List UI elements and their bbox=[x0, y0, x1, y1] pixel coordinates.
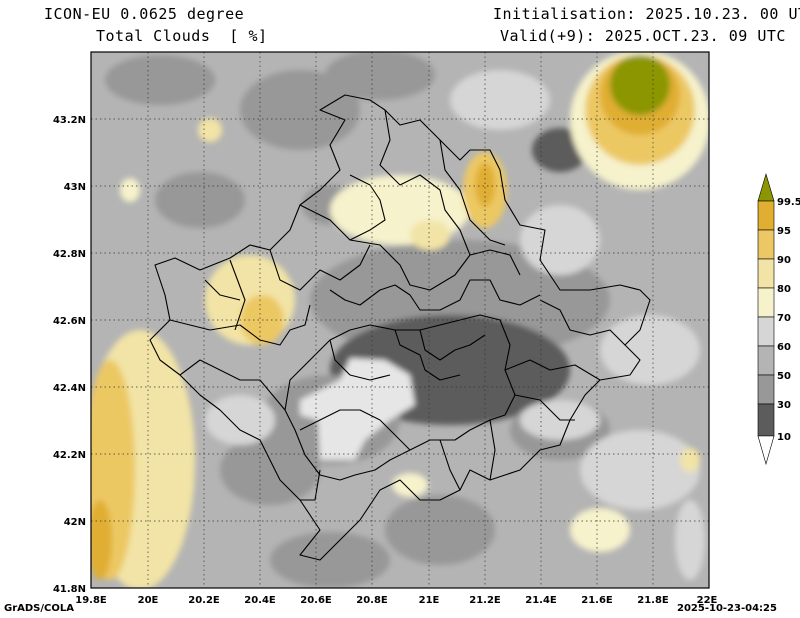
lat-tick-label: 42.2N bbox=[53, 450, 86, 461]
colorbar-swatch-30 bbox=[757, 403, 775, 437]
lon-tick-label: 21E bbox=[419, 595, 440, 606]
map-frame bbox=[90, 51, 710, 589]
country-boundaries bbox=[149, 94, 651, 561]
lat-tick-label: 41.8N bbox=[53, 584, 86, 595]
colorbar-swatch-99-5 bbox=[757, 200, 775, 231]
colorbar-label: 95 bbox=[777, 226, 791, 237]
lat-tick-label: 42.4N bbox=[53, 383, 86, 394]
lon-tick-label: 20.2E bbox=[188, 595, 220, 606]
colorbar-above-triangle bbox=[757, 172, 775, 202]
colorbar-labels: 99.5 95 90 80 70 60 50 30 10 bbox=[777, 197, 800, 443]
lon-tick-label: 22E bbox=[697, 595, 718, 606]
lat-tick-label: 42N bbox=[64, 517, 86, 528]
initialisation-time: Initialisation: 2025.10.23. 00 UTC bbox=[493, 5, 800, 23]
cloud-cover-field bbox=[91, 52, 709, 588]
colorbar-swatch-60 bbox=[757, 345, 775, 376]
colorbar-label: 10 bbox=[777, 432, 791, 443]
colorbar bbox=[757, 172, 775, 466]
latitude-axis: 41.8N 42N 42.2N 42.4N 42.6N 42.8N 43N 43… bbox=[53, 115, 86, 595]
region-boundary-kosovo bbox=[284, 314, 516, 481]
colorbar-label: 70 bbox=[777, 313, 791, 324]
lon-tick-label: 20.4E bbox=[244, 595, 276, 606]
colorbar-swatch-70 bbox=[757, 316, 775, 347]
longitude-axis: 19.8E 20E 20.2E 20.4E 20.6E 20.8E 21E 21… bbox=[75, 595, 717, 606]
lon-tick-label: 19.8E bbox=[75, 595, 107, 606]
lon-tick-label: 20E bbox=[138, 595, 159, 606]
colorbar-label: 50 bbox=[777, 371, 791, 382]
lon-tick-label: 21.2E bbox=[469, 595, 501, 606]
lat-tick-label: 42.8N bbox=[53, 249, 86, 260]
lon-tick-label: 21.4E bbox=[525, 595, 557, 606]
graticule bbox=[91, 52, 709, 588]
colorbar-label: 60 bbox=[777, 342, 791, 353]
lon-tick-label: 20.8E bbox=[356, 595, 388, 606]
colorbar-swatch-50 bbox=[757, 374, 775, 405]
generation-timestamp: 2025-10-23-04:25 bbox=[677, 603, 777, 614]
colorbar-swatch-80 bbox=[757, 287, 775, 318]
colorbar-swatch-95 bbox=[757, 229, 775, 260]
lat-tick-label: 43N bbox=[64, 182, 86, 193]
lat-tick-label: 42.6N bbox=[53, 316, 86, 327]
colorbar-label: 80 bbox=[777, 284, 791, 295]
lon-tick-label: 21.8E bbox=[637, 595, 669, 606]
lon-tick-label: 21.6E bbox=[581, 595, 613, 606]
colorbar-swatch-90 bbox=[757, 258, 775, 289]
colorbar-below-triangle bbox=[757, 435, 775, 466]
lat-tick-label: 43.2N bbox=[53, 115, 86, 126]
model-title: ICON-EU 0.0625 degree bbox=[44, 5, 245, 23]
valid-time: Valid(+9): 2025.OCT.23. 09 UTC bbox=[500, 27, 786, 45]
colorbar-label: 99.5 bbox=[777, 197, 800, 208]
grads-credit: GrADS/COLA bbox=[4, 603, 74, 614]
colorbar-label: 30 bbox=[777, 400, 791, 411]
lon-tick-label: 20.6E bbox=[300, 595, 332, 606]
colorbar-label: 90 bbox=[777, 255, 791, 266]
variable-title: Total Clouds [ %] bbox=[96, 27, 268, 45]
